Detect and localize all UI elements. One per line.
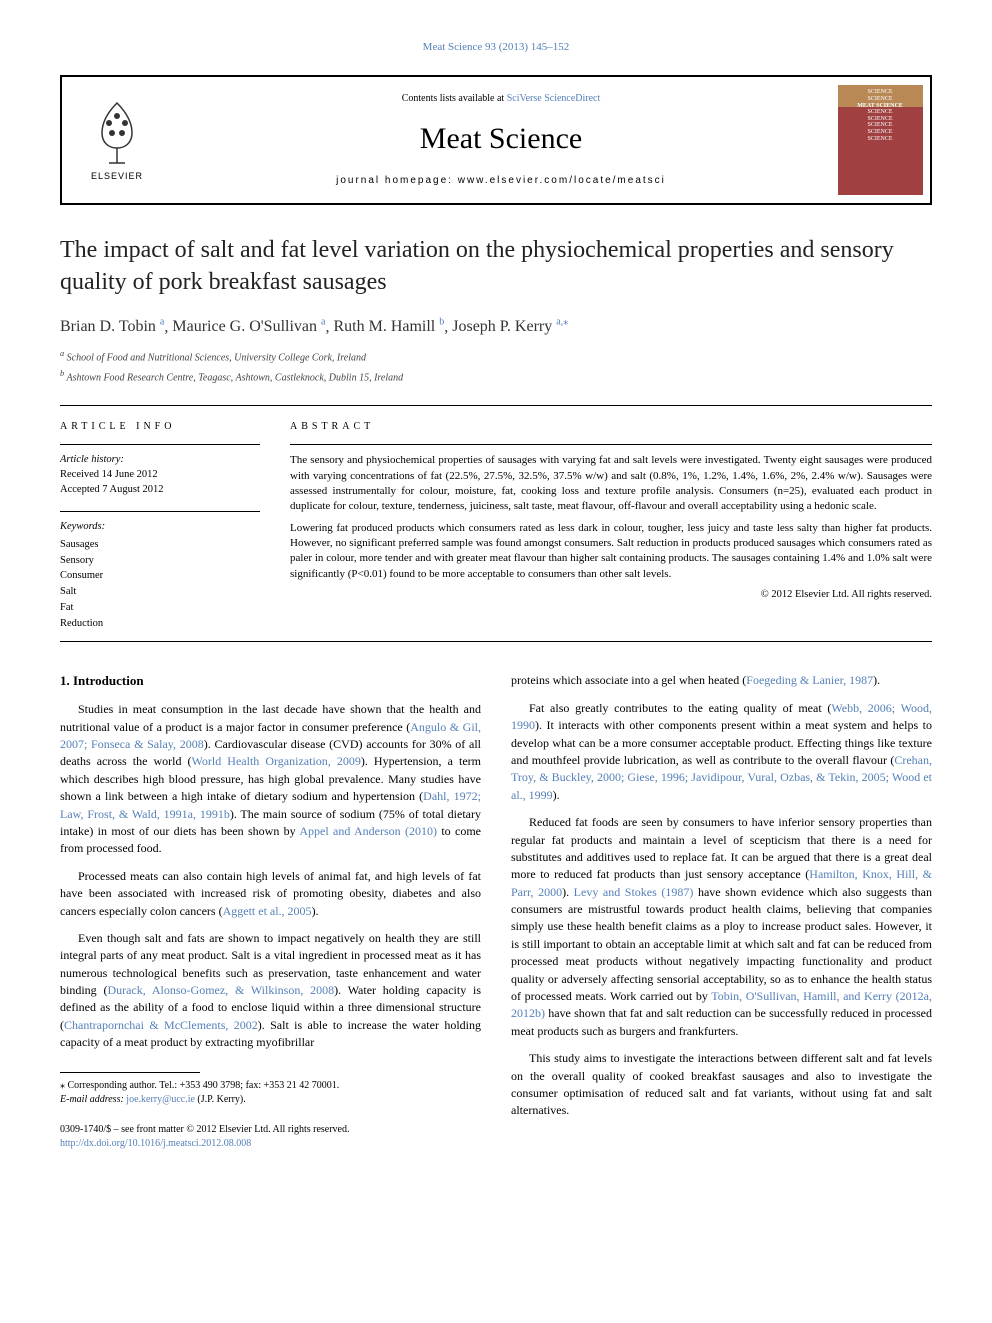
body-paragraph: Studies in meat consumption in the last … (60, 701, 481, 858)
keyword: Fat (60, 600, 260, 616)
author: Brian D. Tobin a (60, 318, 164, 335)
publisher-logo-box: ELSEVIER (62, 77, 172, 203)
authors: Brian D. Tobin a, Maurice G. O'Sullivan … (60, 316, 932, 339)
citation-link[interactable]: Foegeding & Lanier, 1987 (746, 673, 873, 687)
cover-line: MEAT SCIENCE (857, 103, 903, 110)
body-paragraph: Processed meats can also contain high le… (60, 868, 481, 920)
cover-line: SCIENCE (867, 129, 892, 136)
divider (60, 444, 260, 445)
received-date: Received 14 June 2012 (60, 468, 260, 483)
copyright-block: 0309-1740/$ – see front matter © 2012 El… (60, 1123, 481, 1152)
affiliation: b Ashtown Food Research Centre, Teagasc,… (60, 368, 932, 385)
divider (60, 641, 932, 642)
citation-link[interactable]: Durack, Alonso-Gomez, & Wilkinson, 2008 (107, 983, 334, 997)
abstract-col: ABSTRACT The sensory and physiochemical … (290, 420, 932, 631)
journal-reference: Meat Science 93 (2013) 145–152 (60, 40, 932, 55)
elsevier-logo: ELSEVIER (77, 90, 157, 190)
cover-thumb-box: SCIENCE SCIENCE MEAT SCIENCE SCIENCE SCI… (830, 77, 930, 203)
journal-homepage: journal homepage: www.elsevier.com/locat… (336, 174, 666, 188)
masthead-center: Contents lists available at SciVerse Sci… (172, 77, 830, 203)
right-column: proteins which associate into a gel when… (511, 672, 932, 1151)
citation-link[interactable]: Chantrapornchai & McClements, 2002 (64, 1018, 258, 1032)
author: Maurice G. O'Sullivan a (172, 318, 325, 335)
masthead: ELSEVIER Contents lists available at Sci… (60, 75, 932, 205)
publisher-name: ELSEVIER (91, 170, 143, 183)
cover-line: SCIENCE (867, 136, 892, 143)
journal-cover-thumb: SCIENCE SCIENCE MEAT SCIENCE SCIENCE SCI… (838, 85, 923, 195)
citation-link[interactable]: World Health Organization, 2009 (192, 754, 361, 768)
corr-author-text: ⁎ Corresponding author. Tel.: +353 490 3… (60, 1079, 481, 1093)
affiliations: a School of Food and Nutritional Science… (60, 348, 932, 385)
citation-link[interactable]: Aggett et al., 2005 (223, 904, 312, 918)
abstract-paragraph: Lowering fat produced products which con… (290, 521, 932, 583)
body-columns: 1. Introduction Studies in meat consumpt… (60, 672, 932, 1151)
email-link[interactable]: joe.kerry@ucc.ie (126, 1094, 195, 1105)
divider (290, 444, 932, 445)
cover-line: SCIENCE (867, 122, 892, 129)
article-info-col: ARTICLE INFO Article history: Received 1… (60, 420, 260, 631)
article-info-heading: ARTICLE INFO (60, 420, 260, 434)
article-history: Article history: Received 14 June 2012 A… (60, 453, 260, 497)
journal-name: Meat Science (420, 118, 582, 160)
sciencedirect-link[interactable]: SciVerse ScienceDirect (507, 93, 601, 104)
body-paragraph: Even though salt and fats are shown to i… (60, 930, 481, 1052)
abstract-heading: ABSTRACT (290, 420, 932, 434)
contents-prefix: Contents lists available at (402, 93, 507, 104)
body-paragraph: proteins which associate into a gel when… (511, 672, 932, 689)
abstract-paragraph: The sensory and physiochemical propertie… (290, 453, 932, 515)
footnote-divider (60, 1072, 200, 1073)
keyword: Reduction (60, 616, 260, 632)
keyword: Sausages (60, 537, 260, 553)
doi-link[interactable]: http://dx.doi.org/10.1016/j.meatsci.2012… (60, 1138, 251, 1149)
abstract-copyright: © 2012 Elsevier Ltd. All rights reserved… (290, 588, 932, 603)
cover-line: SCIENCE (867, 109, 892, 116)
divider (60, 405, 932, 406)
keyword: Sensory (60, 553, 260, 569)
elsevier-tree-icon (87, 98, 147, 168)
article-title: The impact of salt and fat level variati… (60, 235, 932, 297)
keywords-label: Keywords: (60, 520, 260, 535)
author: Joseph P. Kerry a,⁎ (452, 318, 568, 335)
corresponding-footnote: ⁎ Corresponding author. Tel.: +353 490 3… (60, 1079, 481, 1107)
accepted-date: Accepted 7 August 2012 (60, 483, 260, 498)
body-paragraph: This study aims to investigate the inter… (511, 1050, 932, 1120)
history-label: Article history: (60, 453, 260, 468)
citation-link[interactable]: Appel and Anderson (2010) (299, 824, 437, 838)
corresponding-marker: ⁎ (563, 317, 568, 328)
cover-line: SCIENCE (867, 89, 892, 96)
author: Ruth M. Hamill b (333, 318, 444, 335)
citation-link[interactable]: Levy and Stokes (1987) (574, 885, 694, 899)
issn-line: 0309-1740/$ – see front matter © 2012 El… (60, 1123, 481, 1138)
intro-heading: 1. Introduction (60, 672, 481, 691)
left-column: 1. Introduction Studies in meat consumpt… (60, 672, 481, 1151)
cover-line: SCIENCE (867, 96, 892, 103)
divider (60, 511, 260, 512)
body-paragraph: Fat also greatly contributes to the eati… (511, 700, 932, 804)
contents-line: Contents lists available at SciVerse Sci… (402, 92, 601, 106)
body-paragraph: Reduced fat foods are seen by consumers … (511, 814, 932, 1040)
email-label: E-mail address: (60, 1094, 126, 1105)
keyword: Consumer (60, 568, 260, 584)
email-suffix: (J.P. Kerry). (195, 1094, 246, 1105)
cover-line: SCIENCE (867, 116, 892, 123)
meta-abstract-row: ARTICLE INFO Article history: Received 1… (60, 420, 932, 631)
affiliation: a School of Food and Nutritional Science… (60, 348, 932, 365)
keyword: Salt (60, 584, 260, 600)
